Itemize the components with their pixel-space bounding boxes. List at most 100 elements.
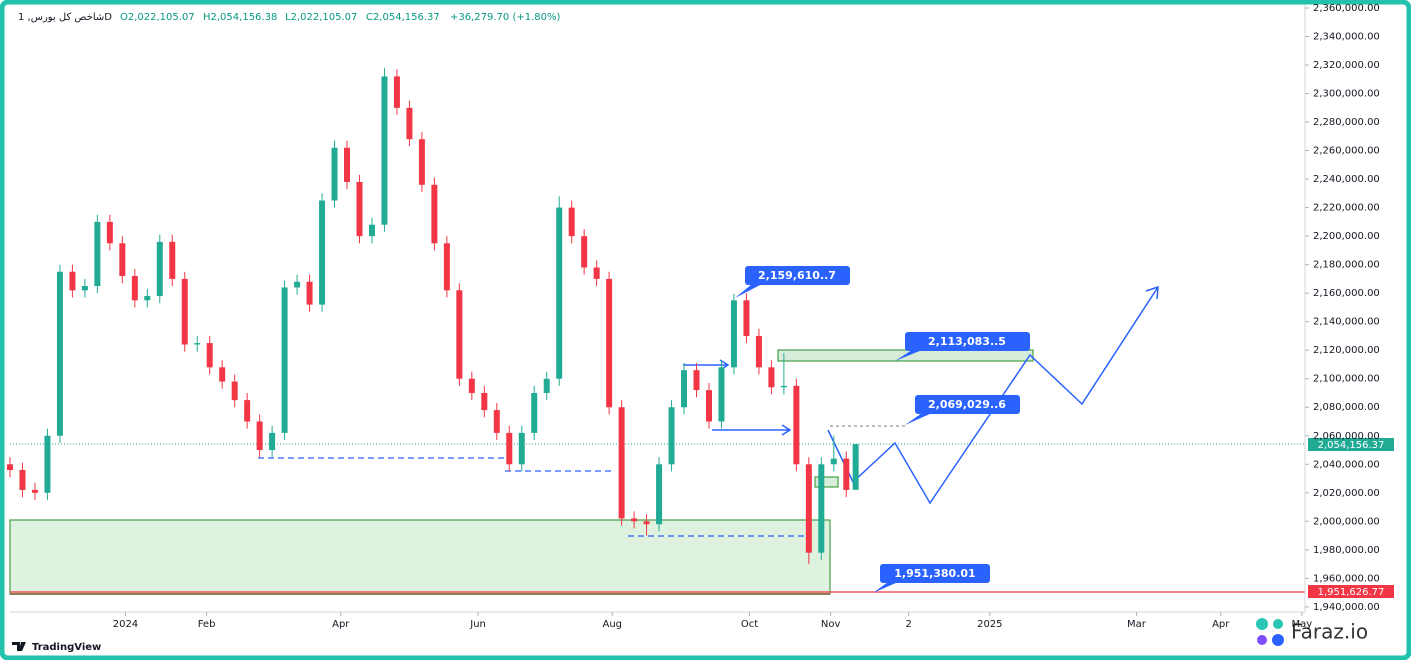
y-tick-label: 2,080,000.00 [1313, 402, 1380, 413]
y-tick-label: 2,040,000.00 [1313, 459, 1380, 470]
price-badge-label: 2,054,156.37 [1318, 440, 1385, 451]
y-tick-label: 1,940,000.00 [1313, 602, 1380, 613]
candle-body [656, 464, 663, 525]
candle-body [468, 378, 475, 393]
candle-body [606, 278, 613, 408]
candle-body [718, 367, 725, 422]
candle-body [518, 432, 525, 465]
y-tick-label: 2,200,000.00 [1313, 231, 1380, 242]
y-tick-label: 2,300,000.00 [1313, 89, 1380, 100]
candle-body [131, 276, 138, 301]
candle-body [852, 444, 859, 490]
callout-label: 2,069,029..6 [928, 398, 1006, 411]
candle-body [56, 271, 63, 436]
x-tick-label: Mar [1127, 619, 1147, 630]
callout-label: 2,113,083..5 [928, 335, 1006, 348]
tv-logo [12, 642, 26, 651]
candle-body [344, 147, 351, 182]
y-tick-label: 2,260,000.00 [1313, 146, 1380, 157]
y-tick-label: 2,020,000.00 [1313, 488, 1380, 499]
y-tick-label: 2,320,000.00 [1313, 60, 1380, 71]
candle-body [356, 181, 363, 237]
candle-body [319, 200, 326, 305]
candle-body [256, 421, 263, 451]
candle-body [418, 139, 425, 185]
candle-body [106, 221, 113, 244]
candle-body [206, 343, 213, 368]
candle-body [843, 458, 850, 490]
demand-zone [9, 519, 831, 595]
x-tick-label: 2025 [977, 619, 1002, 630]
candle-body [281, 287, 288, 433]
y-tick-label: 2,100,000.00 [1313, 374, 1380, 385]
x-tick-label: 2 [906, 619, 912, 630]
candle-body [730, 300, 737, 368]
candle-body [393, 76, 400, 108]
y-tick-label: 2,060,000.00 [1313, 431, 1380, 442]
x-tick-label: Apr [1212, 619, 1230, 630]
y-tick-label: 2,220,000.00 [1313, 203, 1380, 214]
x-tick-label: May [1292, 619, 1313, 630]
candle-body [181, 278, 188, 345]
y-tick-label: 2,120,000.00 [1313, 345, 1380, 356]
candle-body [506, 432, 513, 465]
candle-body [94, 221, 101, 287]
x-tick-label: Apr [332, 619, 350, 630]
x-tick-label: Oct [741, 619, 758, 630]
candle-body [7, 464, 13, 470]
candle-body [69, 271, 76, 291]
y-tick-label: 2,140,000.00 [1313, 317, 1380, 328]
candle-body [156, 241, 163, 297]
ohlc-change: +36,279.70 (+1.80%) [450, 12, 560, 23]
candle-body [169, 241, 176, 279]
candle-body [593, 267, 600, 279]
candle-body [681, 370, 688, 408]
y-tick-label: 2,180,000.00 [1313, 260, 1380, 271]
candle-body [568, 207, 575, 237]
callout-label: 2,159,610..7 [758, 269, 836, 282]
y-tick-label: 2,240,000.00 [1313, 174, 1380, 185]
candle-body [531, 392, 538, 433]
candle-body [269, 432, 276, 451]
candle-body [219, 367, 226, 382]
x-tick-label: Aug [602, 619, 622, 630]
candle-body [631, 518, 638, 522]
candle-body [693, 370, 700, 391]
ohlc-open: O2,022,105.07 [120, 12, 195, 23]
y-tick-label: 2,160,000.00 [1313, 288, 1380, 299]
small-zone [814, 476, 839, 488]
tv-brand: TradingView [32, 642, 101, 653]
candle-body [244, 400, 251, 422]
candle-body [231, 381, 238, 401]
candle-body [44, 435, 51, 493]
x-tick-label: Jun [469, 619, 486, 630]
price-badge-label: 1,951,626.77 [1318, 587, 1385, 598]
candle-body [81, 286, 88, 291]
candle-body [306, 281, 313, 305]
candle-body [668, 407, 675, 465]
x-tick-label: Nov [821, 619, 841, 630]
candle-body [743, 300, 750, 336]
candle-body [406, 107, 413, 140]
candle-body [119, 243, 126, 277]
y-tick-label: 2,000,000.00 [1313, 516, 1380, 527]
ohlc-close: C2,054,156.37 [366, 12, 440, 23]
candle-body [805, 464, 812, 553]
faraz-logo [1256, 618, 1284, 646]
layer: 2,159,610..7 2,113,083..5 2,069,029..6 1… [9, 5, 1394, 653]
candle-body [705, 390, 712, 422]
candle-body [331, 147, 338, 201]
candle-body [194, 343, 201, 345]
candle-body [830, 458, 837, 465]
candle-body [543, 378, 550, 393]
ohlc-low: L2,022,105.07 [285, 12, 357, 23]
y-tick-label: 1,960,000.00 [1313, 573, 1380, 584]
faraz-brand: Faraz.io [1291, 620, 1368, 644]
candle-body [768, 367, 775, 388]
candle-body [443, 243, 450, 291]
candle-body [755, 335, 762, 368]
y-tick-label: 1,980,000.00 [1313, 545, 1380, 556]
callouts: 2,159,610..7 2,113,083..5 2,069,029..6 1… [735, 266, 1030, 593]
